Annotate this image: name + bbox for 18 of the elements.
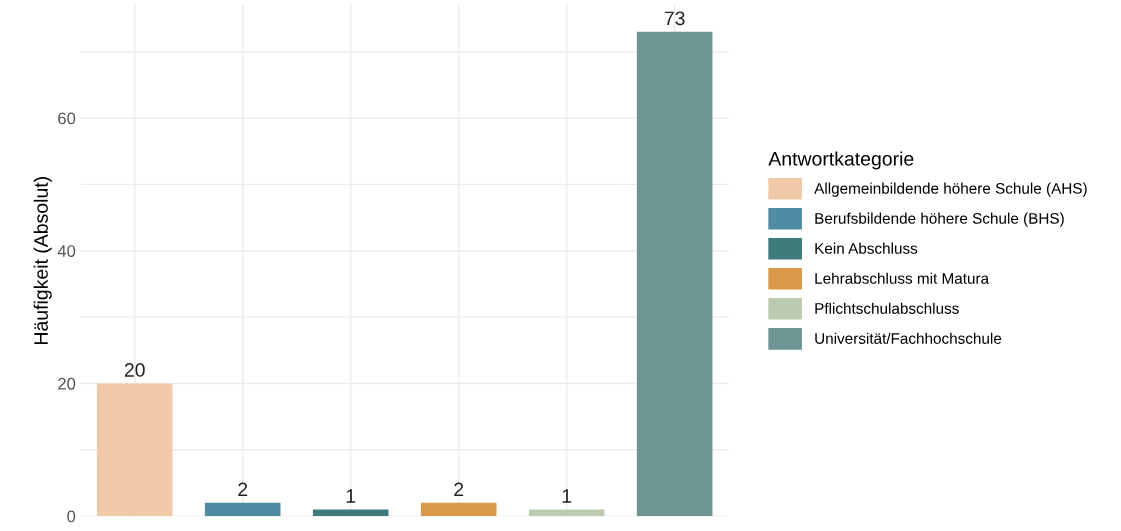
legend-label: Kein Abschluss xyxy=(815,242,918,254)
data-label: 2 xyxy=(238,482,248,497)
data-label: 1 xyxy=(346,489,356,503)
y-tick-label: 40 xyxy=(57,245,76,257)
legend-label: Allgemeinbildende höhere Schule (AHS) xyxy=(814,182,1087,197)
data-label: 2 xyxy=(454,482,464,497)
legend-label: Pflichtschulabschluss xyxy=(815,302,959,314)
legend-title: Antwortkategorie xyxy=(768,151,914,170)
legend-label: Berufsbildende höhere Schule (BHS) xyxy=(815,212,1064,227)
legend-label: Lehrabschluss mit Matura xyxy=(815,272,990,284)
y-tick-label: 0 xyxy=(67,510,76,523)
data-label: 73 xyxy=(664,11,685,26)
data-label: 20 xyxy=(124,363,145,377)
y-tick-label: 60 xyxy=(58,112,76,125)
data-label: 1 xyxy=(562,489,572,503)
y-axis-title: Häufigkeit (Absolut) xyxy=(33,177,52,344)
y-tick-label: 20 xyxy=(58,377,76,390)
legend-label: Universität/Fachhochschule xyxy=(815,332,1002,344)
